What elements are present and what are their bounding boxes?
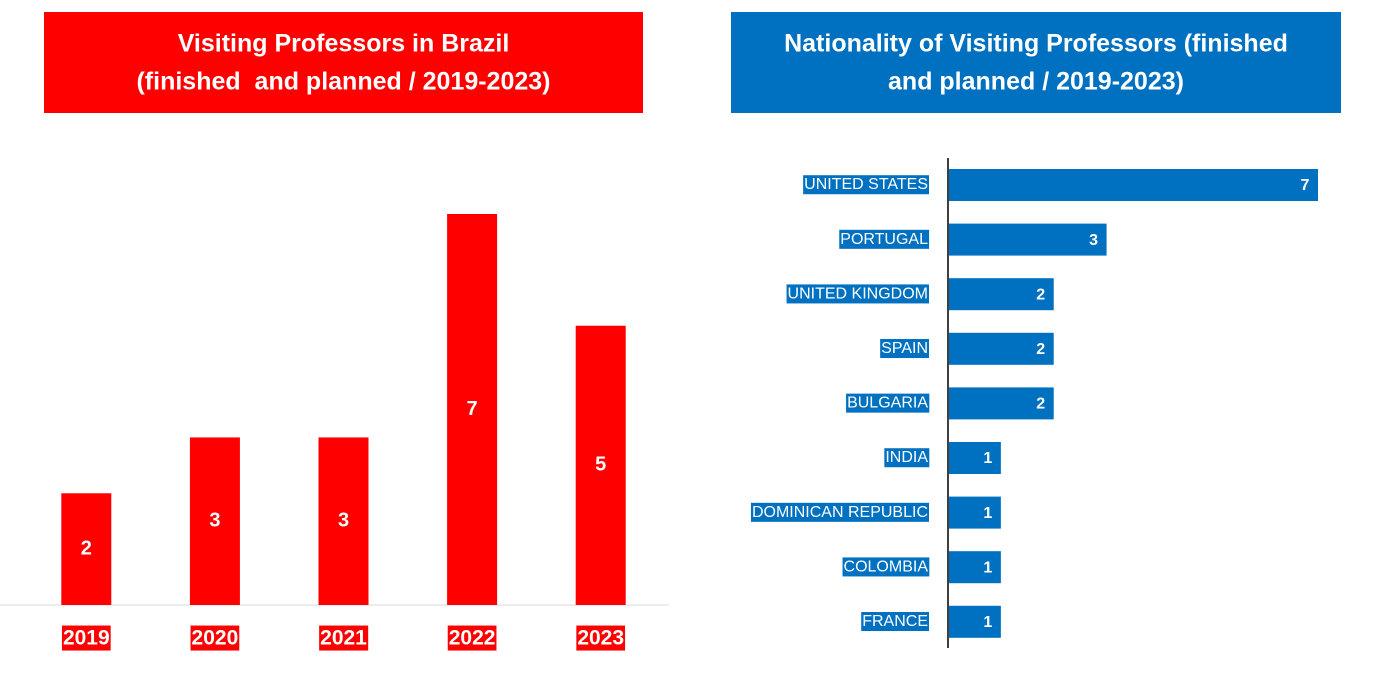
bar — [447, 214, 498, 605]
bar — [949, 442, 1001, 474]
bar — [318, 437, 369, 605]
label-background — [880, 339, 929, 359]
label-background — [839, 229, 930, 249]
x-tick-label: 2022 — [449, 627, 496, 650]
bar — [949, 223, 1107, 256]
value-label: 3 — [1089, 232, 1098, 249]
y-tick-label: UNITED KINGDOM — [788, 285, 928, 302]
y-tick-label: UNITED STATES — [804, 176, 928, 193]
x-tick-label: 2023 — [577, 627, 624, 650]
value-label: 1 — [983, 614, 992, 631]
bar — [949, 332, 1054, 365]
value-label: 2 — [81, 537, 92, 559]
label-background — [61, 625, 111, 651]
bar — [949, 551, 1001, 584]
y-tick-label: INDIA — [885, 449, 928, 466]
label-background — [750, 502, 929, 522]
bar — [949, 605, 1001, 638]
bar — [949, 387, 1054, 420]
value-label: 7 — [1301, 177, 1310, 194]
y-tick-label: FRANCE — [862, 613, 928, 630]
value-label: 2 — [1036, 341, 1045, 358]
chart-title: and planned / 2019-2023) — [888, 68, 1184, 96]
label-background — [803, 175, 929, 195]
y-tick-label: BULGARIA — [847, 395, 928, 412]
label-background — [190, 625, 240, 651]
value-label: 1 — [983, 450, 992, 467]
title-banner — [731, 12, 1341, 113]
bar — [189, 437, 240, 605]
label-background — [884, 448, 930, 468]
y-tick-label: PORTUGAL — [840, 231, 928, 248]
value-label: 3 — [209, 509, 220, 531]
chart-title: (finished and planned / 2019-2023) — [136, 68, 550, 96]
bar — [61, 493, 112, 605]
label-background — [786, 284, 929, 304]
x-tick-label: 2019 — [63, 627, 110, 650]
label-background — [319, 625, 369, 651]
chart-title: Visiting Professors in Brazil — [178, 30, 510, 58]
y-tick-label: SPAIN — [881, 340, 928, 357]
value-label: 1 — [983, 559, 992, 576]
value-label: 1 — [983, 505, 992, 522]
chart-title: Nationality of Visiting Professors (fini… — [784, 30, 1288, 58]
label-background — [842, 557, 930, 577]
title-banner — [44, 12, 643, 113]
y-tick-label: COLOMBIA — [844, 558, 929, 575]
value-label: 3 — [338, 509, 349, 531]
label-background — [846, 393, 930, 413]
label-background — [447, 625, 497, 651]
value-label: 5 — [595, 454, 606, 476]
y-tick-label: DOMINICAN REPUBLIC — [752, 504, 928, 521]
value-label: 2 — [1036, 396, 1045, 413]
label-background — [576, 625, 626, 651]
value-label: 2 — [1036, 286, 1045, 303]
bar — [949, 496, 1001, 529]
x-tick-label: 2020 — [192, 627, 239, 650]
value-label: 7 — [467, 398, 478, 420]
x-tick-label: 2021 — [320, 627, 367, 650]
bar — [949, 278, 1054, 311]
bar — [575, 325, 626, 605]
label-background — [861, 612, 929, 632]
bar — [949, 169, 1318, 201]
